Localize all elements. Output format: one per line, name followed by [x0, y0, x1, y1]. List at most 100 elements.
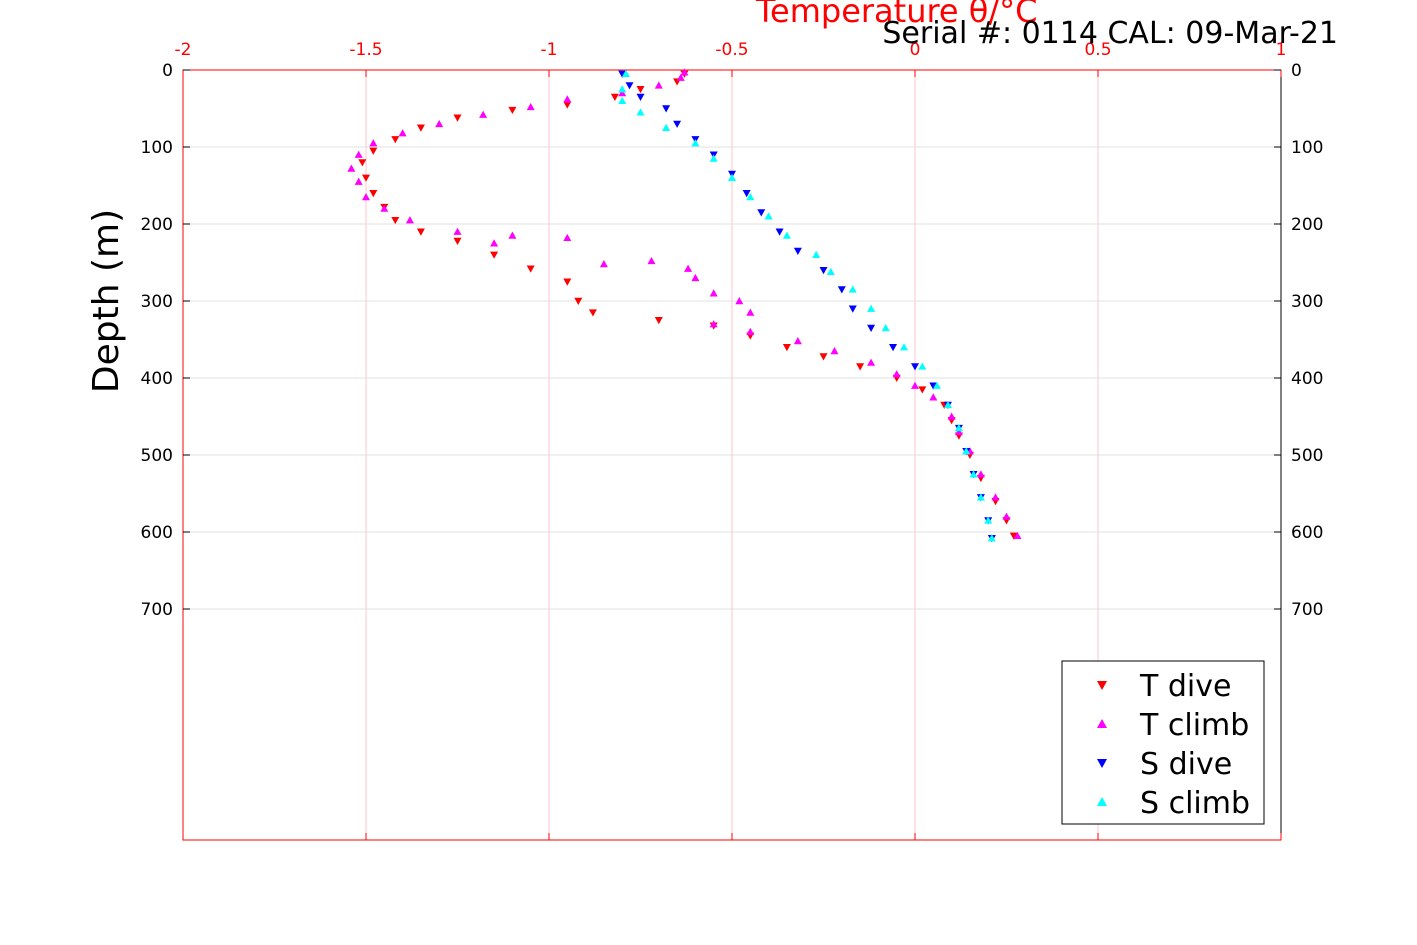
data-points	[347, 68, 1022, 543]
data-point	[490, 239, 499, 247]
data-point	[764, 212, 773, 220]
data-point	[588, 309, 597, 317]
legend-marker	[1097, 797, 1107, 806]
data-point	[837, 286, 846, 294]
data-point	[918, 362, 927, 370]
data-point	[673, 120, 682, 128]
data-point	[819, 267, 828, 275]
data-point	[812, 250, 821, 258]
data-point	[848, 285, 857, 293]
legend-marker	[1097, 719, 1107, 728]
data-point	[618, 85, 627, 93]
y-tick-label-left: 700	[141, 600, 173, 620]
data-point	[976, 470, 985, 478]
data-point	[380, 204, 389, 212]
data-point	[354, 177, 363, 185]
y-tick-label-left: 400	[141, 369, 173, 389]
data-point	[867, 324, 876, 332]
data-point	[691, 273, 700, 282]
y-tick-label-right: 400	[1291, 369, 1323, 389]
y-axis-title: Depth (m)	[86, 209, 127, 393]
series-t-climb	[347, 68, 1022, 540]
data-point	[369, 147, 378, 155]
data-point	[479, 110, 488, 118]
data-point	[618, 89, 627, 97]
data-point	[867, 304, 876, 312]
series-s-dive	[618, 70, 996, 543]
data-point	[684, 264, 693, 272]
data-point	[856, 363, 865, 371]
y-tick-label-right: 500	[1291, 446, 1323, 466]
data-point	[746, 308, 755, 316]
data-point	[962, 447, 971, 455]
data-point	[416, 228, 425, 236]
data-point	[1002, 512, 1011, 520]
data-point	[621, 69, 630, 78]
data-point	[636, 108, 645, 116]
data-point	[954, 424, 963, 432]
data-point	[991, 493, 1000, 501]
data-point	[735, 297, 744, 305]
data-point	[618, 96, 627, 104]
data-point	[911, 381, 919, 389]
data-point	[358, 159, 367, 167]
data-point	[830, 347, 839, 355]
legend-marker	[1097, 759, 1107, 768]
data-point	[680, 68, 689, 76]
data-point	[676, 73, 685, 81]
data-point	[867, 358, 876, 366]
legend-label: S dive	[1140, 747, 1232, 782]
data-point	[819, 353, 828, 361]
data-point	[453, 227, 462, 235]
legend: T dive T climb S dive S climb	[1061, 660, 1265, 825]
data-point	[347, 164, 356, 172]
data-point	[526, 102, 535, 111]
data-point	[742, 190, 751, 198]
data-point	[709, 320, 718, 328]
data-point	[405, 216, 414, 224]
data-point	[362, 174, 370, 182]
data-point	[563, 95, 572, 103]
legend-label: T dive	[1139, 669, 1231, 704]
data-point	[625, 82, 634, 90]
data-point	[453, 237, 462, 245]
x-tick-label: -1	[541, 40, 558, 60]
data-point	[563, 278, 572, 286]
data-point	[969, 470, 978, 478]
data-point	[647, 256, 656, 265]
data-point	[398, 129, 407, 137]
y-tick-label-right: 700	[1291, 600, 1323, 620]
y-tick-label-right: 300	[1291, 292, 1323, 312]
legend-label: T climb	[1139, 708, 1249, 743]
data-point	[563, 233, 572, 242]
data-point	[691, 139, 700, 147]
y-tick-label-left: 100	[141, 138, 173, 158]
data-point	[929, 382, 938, 390]
data-point	[984, 516, 993, 524]
data-point	[709, 154, 718, 162]
x-tick-label: -1.5	[349, 40, 382, 60]
y-tick-label-left: 200	[141, 215, 173, 235]
data-point	[775, 228, 784, 236]
data-point	[782, 344, 791, 352]
data-point	[1009, 532, 1018, 540]
series-t-dive	[358, 70, 1018, 540]
data-point	[490, 251, 499, 259]
y-tick-label-left: 300	[141, 292, 173, 312]
data-point	[929, 393, 938, 401]
x-tick-label: 0	[910, 40, 921, 60]
data-point	[369, 190, 378, 198]
legend-marker	[1097, 681, 1107, 690]
data-point	[508, 231, 517, 239]
x-tick-label: 0.5	[1084, 40, 1111, 60]
data-point	[932, 381, 941, 389]
series-s-climb	[618, 69, 996, 542]
data-point	[826, 267, 835, 275]
data-point	[369, 139, 378, 147]
data-point	[848, 305, 857, 313]
data-point	[599, 260, 608, 268]
y-tick-label-left: 500	[141, 446, 173, 466]
data-point	[636, 93, 645, 101]
y-tick-label-left: 0	[162, 61, 173, 81]
